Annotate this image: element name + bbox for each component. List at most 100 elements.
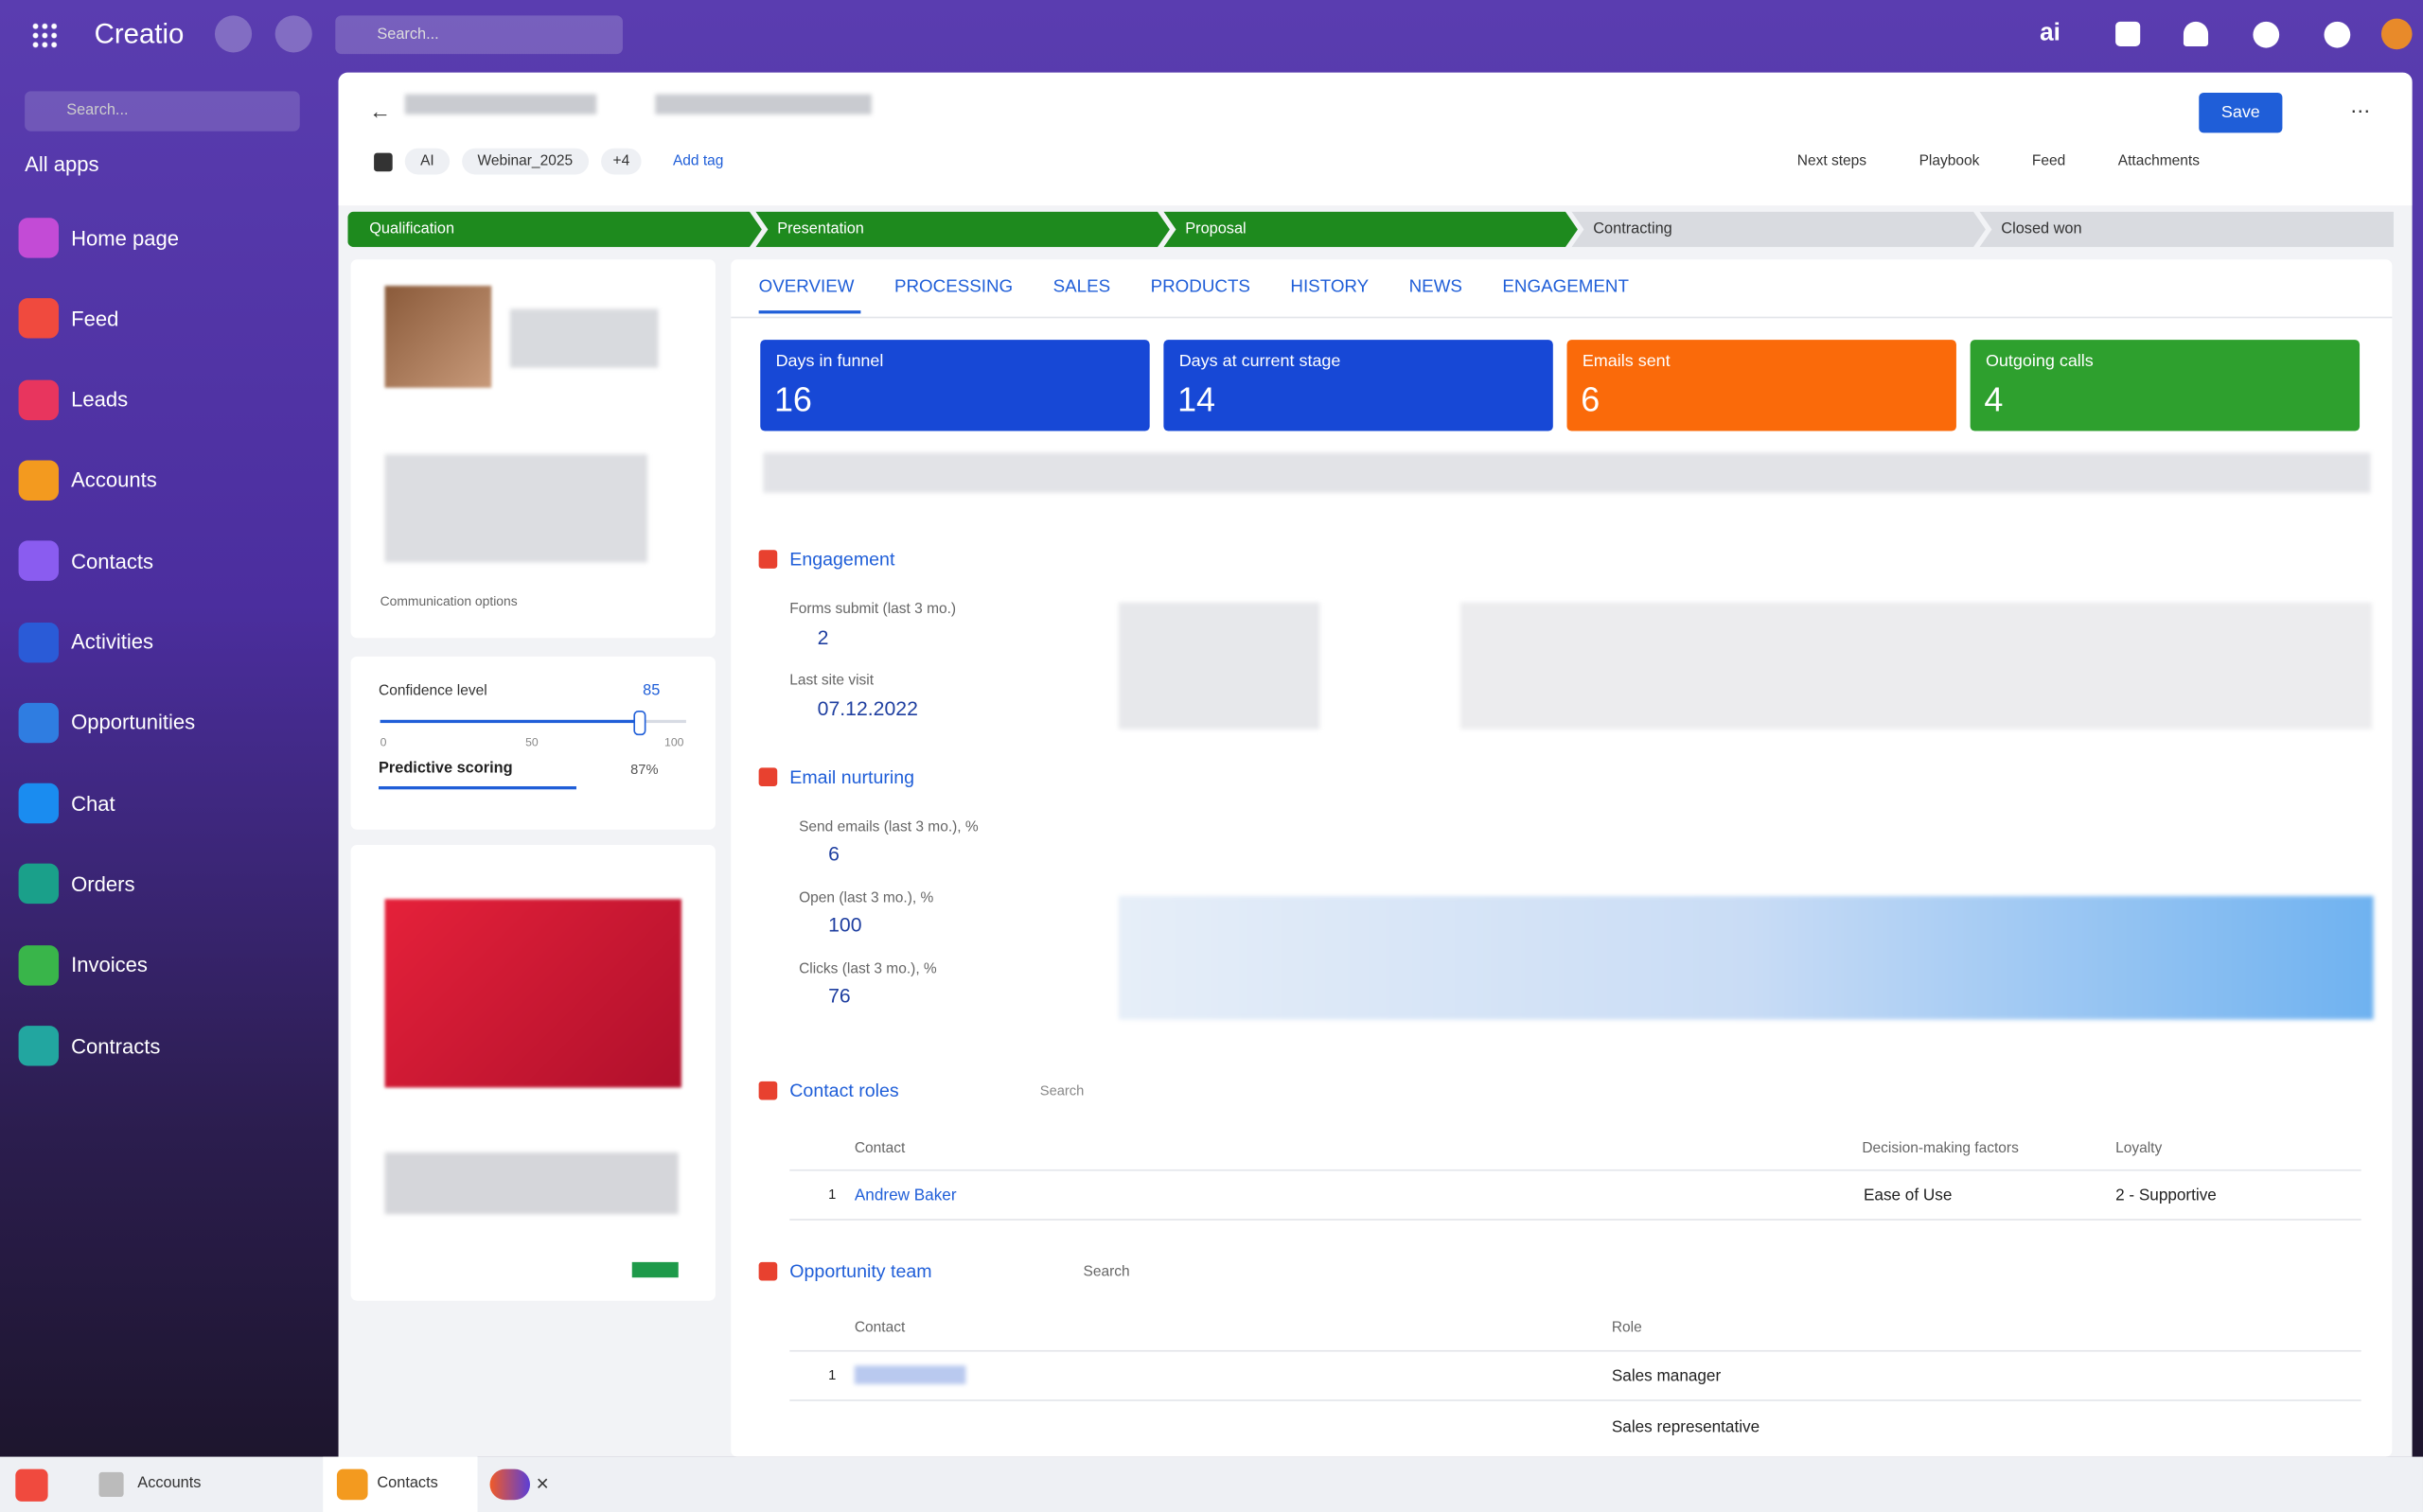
stage[interactable]: Closed won (1979, 211, 2394, 248)
taskbar-tab[interactable]: Contacts (377, 1475, 438, 1493)
column-header: Loyalty (2115, 1139, 2163, 1157)
metric-label: Send emails (last 3 mo.), % (799, 818, 979, 836)
sidebar-search[interactable]: Search... (25, 91, 300, 132)
tab-panel (731, 259, 2393, 1457)
apps-grid-icon[interactable] (30, 21, 60, 50)
settings-icon[interactable] (2324, 21, 2351, 48)
slider-tick-label: 100 (664, 735, 684, 749)
global-search[interactable]: Search... (335, 15, 623, 55)
tag[interactable]: AI (404, 148, 451, 175)
sidebar-label: Contacts (71, 549, 154, 573)
kpi-tile[interactable]: Emails sent 6 (1566, 340, 1956, 431)
kpi-label: Emails sent (1582, 352, 1671, 371)
blurred-contact (854, 1365, 966, 1384)
sidebar-item[interactable]: Feed (18, 295, 118, 342)
sidebar-item[interactable]: Chat (18, 781, 115, 827)
forms-value: 2 (817, 625, 829, 649)
tab[interactable]: ENGAGEMENT (1502, 277, 1629, 297)
close-button[interactable]: × (536, 1470, 549, 1496)
sidebar-item[interactable]: Accounts (18, 457, 157, 503)
status-indicator (631, 1261, 679, 1278)
engagement-title[interactable]: Engagement (758, 549, 894, 570)
tabs: OVERVIEW PROCESSING SALES PRODUCTS HISTORY NE… (759, 278, 1670, 297)
more-tags[interactable]: +4 (600, 148, 643, 175)
kpi-tile[interactable]: Days in funnel 16 (760, 340, 1150, 431)
sidebar-item[interactable]: Opportunities (18, 699, 196, 746)
stage[interactable]: Proposal (1163, 212, 1578, 248)
contact-link[interactable]: Andrew Baker (854, 1186, 957, 1205)
tag[interactable]: Webinar_2025 (462, 148, 589, 175)
apps-icon[interactable] (2115, 21, 2141, 46)
stage[interactable]: Qualification (347, 212, 762, 248)
metric-value: 6 (828, 841, 840, 866)
sidebar-label: Opportunities (71, 711, 196, 734)
add-button[interactable] (274, 15, 312, 53)
tab[interactable]: PRODUCTS (1150, 277, 1250, 297)
section-title: Contact roles (789, 1080, 899, 1102)
stage[interactable]: Contracting (1571, 212, 1986, 248)
slider-tick-label: 50 (525, 735, 539, 749)
slider-handle[interactable] (633, 711, 646, 736)
sidebar-item[interactable]: Invoices (18, 941, 148, 988)
more-button[interactable]: ⋯ (2350, 98, 2371, 122)
header-action[interactable]: Attachments (2117, 152, 2201, 170)
active-tab-underline (758, 310, 861, 314)
taskbar-ai-icon[interactable] (489, 1468, 530, 1501)
tab[interactable]: PROCESSING (893, 277, 1014, 297)
predictive-value[interactable]: 87% (630, 761, 659, 778)
save-button[interactable]: Save (2199, 92, 2283, 133)
profile-avatar[interactable] (2380, 18, 2413, 50)
kpi-tile[interactable]: Outgoing calls 4 (1970, 340, 2361, 431)
sidebar-item[interactable]: Orders (18, 861, 135, 907)
row-divider (789, 1349, 2361, 1352)
taskbar-app-icon[interactable] (15, 1468, 48, 1502)
run-button[interactable] (214, 15, 253, 53)
header-action[interactable]: Feed (2031, 152, 2066, 170)
contact-roles-title[interactable]: Contact roles (758, 1080, 899, 1102)
email-title[interactable]: Email nurturing (758, 766, 914, 788)
all-apps[interactable]: All apps (25, 152, 99, 177)
contact-roles-search[interactable]: Search (1039, 1082, 1085, 1099)
sidebar-icon (18, 1026, 60, 1066)
sidebar-item[interactable]: Contacts (18, 537, 154, 584)
row-divider (789, 1169, 2361, 1171)
blurred-chart (1119, 895, 2374, 1020)
predictive-bar (378, 786, 576, 790)
sidebar-item[interactable]: Contracts (18, 1023, 161, 1069)
communication-options[interactable]: Communication options (380, 592, 518, 609)
tab[interactable]: SALES (1052, 277, 1111, 297)
team-search[interactable]: Search (1083, 1263, 1130, 1281)
team-title[interactable]: Opportunity team (758, 1260, 932, 1283)
ai-button[interactable]: ai (2040, 20, 2060, 46)
cell: Sales manager (1611, 1366, 1722, 1386)
cell: Ease of Use (1863, 1186, 1953, 1205)
back-button[interactable]: ← (369, 98, 392, 124)
kpi-tile[interactable]: Days at current stage 14 (1163, 340, 1553, 431)
sidebar-item[interactable]: Home page (18, 215, 179, 261)
visit-label: Last site visit (789, 672, 875, 690)
row-divider (789, 1399, 2361, 1401)
help-icon[interactable] (2253, 21, 2280, 48)
kpi-value: 6 (1581, 379, 1601, 419)
tab-divider (731, 316, 2393, 319)
tab[interactable]: NEWS (1408, 277, 1462, 297)
kpi-value: 16 (773, 379, 812, 419)
sidebar-item[interactable]: Leads (18, 377, 129, 423)
taskbar-tab[interactable]: Accounts (137, 1475, 202, 1493)
sidebar-label: Leads (71, 387, 129, 412)
sidebar-item[interactable]: Activities (18, 619, 153, 665)
header-action[interactable]: Playbook (1919, 152, 1980, 170)
tab[interactable]: OVERVIEW (758, 277, 855, 297)
sidebar-icon (18, 540, 60, 582)
blurred-info (384, 1152, 679, 1215)
sidebar-label: Contracts (71, 1034, 161, 1058)
header-action[interactable]: Next steps (1796, 152, 1867, 170)
tab[interactable]: HISTORY (1290, 277, 1370, 297)
section-title: Opportunity team (789, 1260, 932, 1283)
kpi-value: 4 (1984, 379, 2004, 419)
stage[interactable]: Presentation (755, 212, 1170, 248)
notifications-icon[interactable] (2183, 21, 2209, 46)
add-tag[interactable]: Add tag (672, 152, 724, 170)
